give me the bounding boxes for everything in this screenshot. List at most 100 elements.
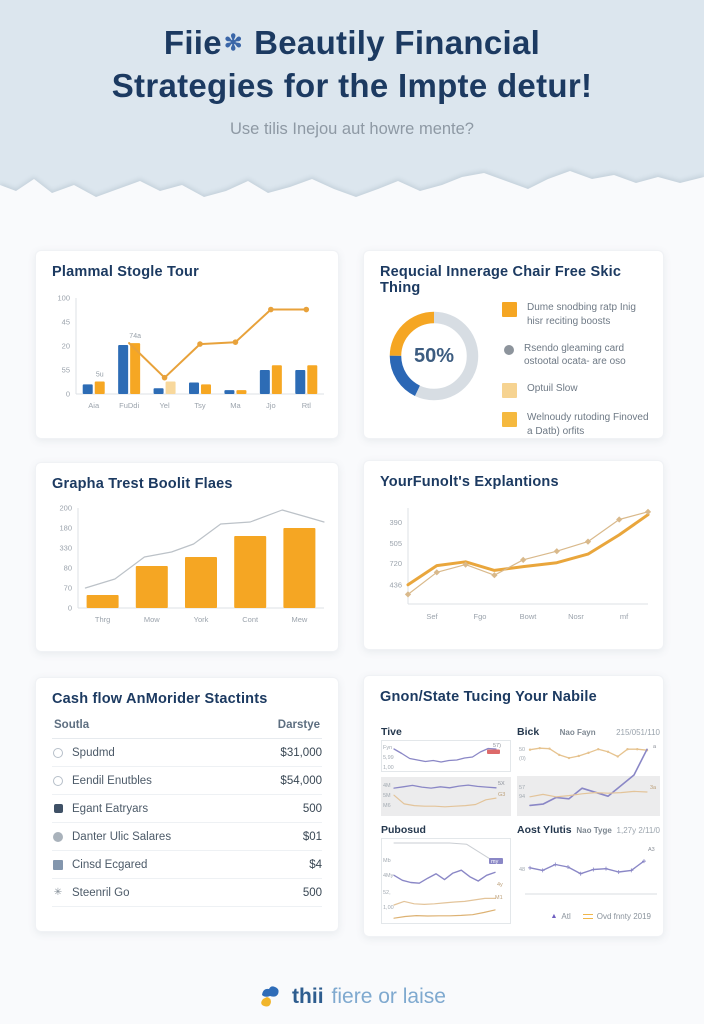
svg-text:A3: A3 (648, 847, 655, 853)
svg-text:M6: M6 (383, 803, 391, 809)
row-label: Steenril Go (72, 886, 130, 899)
panel-cashflow-table: Cash flow AnMorider Stactints Soutla Dar… (35, 677, 339, 932)
legend-item: Dume snodbing ratp Inig hisr reciting bo… (502, 301, 654, 329)
mini-chart-a: Fyn 5,99 1,00 4M 5M M6 57) 5X G3 (381, 740, 511, 816)
donut-legend: Dume snodbing ratp Inig hisr reciting bo… (502, 301, 654, 439)
svg-text:57: 57 (519, 785, 525, 791)
combo-bar-line-chart: 100 45 20 55 0 Aia FuDdi Yel Tsy Ma Jjo Rtl 5u 74a (57, 294, 324, 410)
mini-a-label: Tive (381, 726, 402, 738)
svg-text:Yel: Yel (159, 401, 169, 410)
svg-text:3a: 3a (650, 785, 657, 791)
legend-text: Welnoudy rutoding Finoved a Datb) orfits (527, 412, 649, 437)
svg-text:390: 390 (389, 518, 402, 527)
bar-trend-chart: 200 180 330 80 70 0 Thrg Mow York Cont Mew (59, 504, 325, 624)
footer: thii fiere or laise (0, 985, 704, 1009)
svg-text:my: my (491, 859, 499, 865)
svg-text:Thrg: Thrg (95, 615, 110, 624)
svg-text:(0): (0) (519, 756, 526, 762)
svg-text:Cont: Cont (242, 615, 259, 624)
row-value: $01 (302, 830, 322, 843)
triangle-icon: ▲ (550, 913, 558, 920)
svg-text:436: 436 (389, 580, 402, 589)
panel-3-title: Grapha Trest Boolit Flaes (52, 476, 233, 492)
svg-text:5X: 5X (498, 781, 505, 787)
row-value: $54,000 (280, 774, 322, 787)
bird-logo-icon (261, 986, 279, 1007)
table-row: Egant Eatryars 500 (52, 795, 322, 823)
svg-text:Nosr: Nosr (568, 612, 584, 621)
svg-text:Fgo: Fgo (474, 612, 487, 621)
svg-text:55: 55 (62, 366, 70, 375)
dash-icon (582, 914, 593, 919)
svg-text:Aia: Aia (88, 401, 100, 410)
legend-item: Optuil Slow (502, 382, 654, 399)
row-value: 500 (302, 886, 322, 899)
svg-text:Mb: Mb (383, 858, 391, 864)
svg-text:mf: mf (620, 612, 629, 621)
title-line-2: Strategies for the Impte detur! (111, 66, 593, 104)
svg-text:720: 720 (389, 559, 402, 568)
row-label: Eendil Enutbles (72, 774, 152, 787)
square-swatch-icon (502, 412, 517, 428)
legend-a-text: Atl (561, 912, 571, 921)
legend-text: Rsendo gleaming card ostootal ocata- are… (524, 342, 626, 368)
table-col-amount: Darstye (277, 719, 320, 731)
donut-center-value: 50% (413, 344, 455, 367)
svg-text:Tsy: Tsy (194, 401, 206, 410)
panel-mini-charts: Gnon/State Tucing Your Nabile Tive Fyn 5,… (363, 675, 664, 937)
svg-text:4My: 4My (383, 873, 394, 879)
svg-text:5M: 5M (383, 793, 391, 799)
row-value: $4 (309, 858, 322, 871)
svg-text:20: 20 (62, 342, 70, 351)
mini-d-value: 1,27y 2/11/0 (616, 826, 660, 835)
svg-text:1,00: 1,00 (383, 905, 394, 911)
table-row: Spudmd $31,000 (52, 739, 322, 767)
svg-text:48: 48 (519, 867, 525, 873)
row-label: Egant Eatryars (72, 802, 149, 815)
table-row: Cinsd Ecgared $4 (52, 851, 322, 879)
svg-text:Mow: Mow (144, 615, 160, 624)
svg-text:4M: 4M (383, 783, 391, 789)
svg-text:1,00: 1,00 (383, 765, 394, 771)
panel-5-title: Cash flow AnMorider Stactints (52, 691, 268, 707)
svg-text:Sef: Sef (426, 612, 438, 621)
title-part-2: Beautily Financial (244, 24, 541, 61)
svg-text:FuDdi: FuDdi (119, 401, 139, 410)
square-swatch-icon (502, 383, 517, 399)
svg-text:Bowt: Bowt (520, 612, 538, 621)
svg-text:74a: 74a (129, 333, 141, 340)
table-row: Eendil Enutbles $54,000 (52, 767, 322, 795)
row-value: $31,000 (280, 746, 322, 759)
row-label: Cinsd Ecgared (72, 858, 148, 871)
svg-text:80: 80 (64, 564, 72, 573)
page-subtitle: Use tilis Inejou aut howre mente? (230, 119, 474, 138)
mini-d-header: Aost Ylutis Nao Tyge 1,27y 2/11/0 (517, 824, 660, 836)
svg-text:4y: 4y (497, 882, 503, 888)
table-row: Danter Ulic Salares $01 (52, 823, 322, 851)
svg-text:a: a (653, 744, 657, 750)
dual-line-chart: 390 505 720 436 Sef Fgo Bowt Nosr mf (389, 508, 652, 621)
circle-swatch-icon (504, 344, 514, 355)
svg-text:180: 180 (59, 524, 72, 533)
panel-bar-chart: Grapha Trest Boolit Flaes 200 180 330 80 70 0… (35, 462, 339, 652)
svg-text:200: 200 (59, 504, 72, 513)
row-label: Spudmd (72, 746, 115, 759)
row-value: 500 (302, 802, 322, 815)
svg-text:70: 70 (64, 584, 72, 593)
legend-item: Welnoudy rutoding Finoved a Datb) orfits (502, 411, 654, 439)
table-body: Spudmd $31,000 Eendil Enutbles $54,000 Egant… (36, 739, 338, 907)
panel-1-title: Plammal Stogle Tour (52, 264, 199, 280)
brand-name: thii (292, 985, 324, 1008)
mini-b-label: Bick (517, 726, 540, 738)
svg-text:York: York (194, 615, 209, 624)
table-row: ✳ Steenril Go 500 (52, 879, 322, 907)
donut-chart: 50% (376, 298, 492, 414)
legend-text: Dume snodbing ratp Inig hisr reciting bo… (527, 302, 636, 327)
mini-b-value: 215/051/110 (616, 728, 660, 737)
square-dark-icon (52, 804, 64, 813)
donut-rings (389, 311, 479, 401)
torn-paper-edge (0, 171, 704, 213)
svg-text:5,99: 5,99 (383, 755, 394, 761)
svg-text:45: 45 (62, 318, 70, 327)
